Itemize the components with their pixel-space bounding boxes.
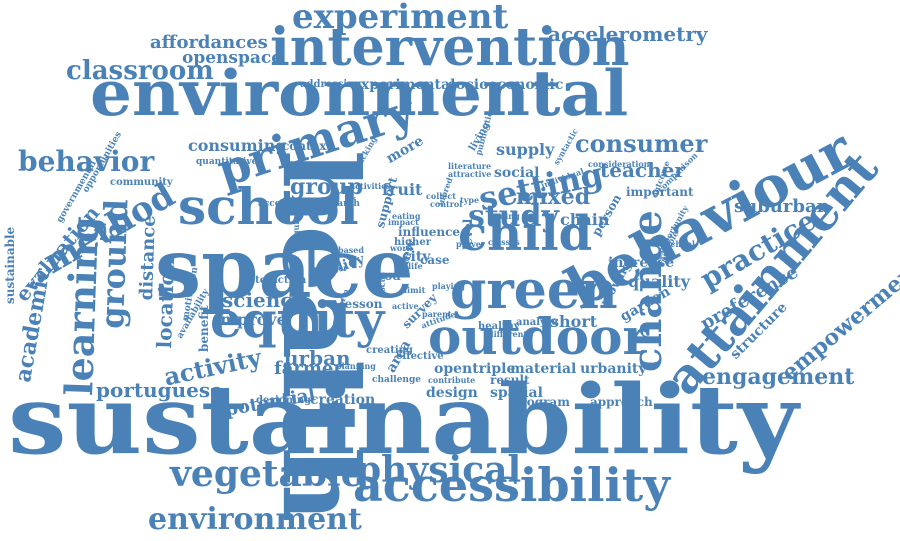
word-consumer: consumer bbox=[575, 129, 708, 158]
word-challenge: challenge bbox=[372, 375, 421, 385]
word-material: material bbox=[510, 361, 577, 377]
word-school: school bbox=[178, 177, 359, 236]
word-mixed: mixed bbox=[516, 184, 591, 210]
word-classes: classes bbox=[488, 237, 520, 247]
word-quantitative: quantitative bbox=[196, 157, 258, 167]
word-case: case bbox=[420, 253, 450, 267]
word-playing: playing bbox=[432, 281, 465, 291]
word-farmer: farmer bbox=[274, 358, 343, 379]
word-work: work bbox=[390, 243, 412, 253]
word-affordances: affordances bbox=[150, 32, 268, 53]
word-consuming: consuming bbox=[188, 136, 287, 155]
word-addressing: addressing bbox=[300, 79, 362, 90]
word-urbanity: urbanity bbox=[580, 361, 647, 377]
word-opentriple: opentriple bbox=[434, 361, 516, 377]
word-study: study bbox=[468, 199, 559, 234]
word-intervention: intervention bbox=[270, 17, 630, 78]
word-environment: environment bbox=[148, 502, 362, 537]
word-active: active bbox=[392, 301, 419, 311]
word-group: group bbox=[290, 174, 364, 200]
word-limit: limit bbox=[404, 285, 426, 295]
word-activities: activities bbox=[350, 181, 391, 191]
word-equity: equity bbox=[210, 290, 385, 349]
word-vegetable: vegetable bbox=[170, 453, 364, 495]
word-accessible: accessible bbox=[258, 199, 310, 209]
word-attractive: attractive bbox=[448, 169, 492, 179]
word-spatial: spatial bbox=[490, 385, 543, 401]
word-social: social bbox=[494, 165, 540, 181]
word-portuguese: portuguese bbox=[96, 378, 223, 402]
word-community: community bbox=[110, 177, 173, 188]
word-collect: collect bbox=[426, 191, 456, 201]
word-fruit: fruit bbox=[382, 180, 423, 199]
word-creating: creating bbox=[366, 345, 413, 356]
word-school2: school bbox=[666, 239, 695, 249]
word-different: different bbox=[488, 329, 528, 339]
word-sustainability: sustainability bbox=[8, 362, 799, 476]
word-engagement: engagement bbox=[702, 364, 855, 390]
word-impact: impact bbox=[388, 217, 419, 227]
word-green: green bbox=[450, 260, 618, 321]
word-control: control bbox=[430, 199, 463, 209]
word-parent: parent bbox=[422, 309, 452, 319]
word-design: design bbox=[426, 385, 478, 401]
word-lesson: lesson bbox=[340, 297, 383, 311]
word-prove: prove bbox=[456, 239, 481, 249]
word-type: type bbox=[460, 195, 480, 205]
word-context: context bbox=[282, 139, 332, 153]
word-influence: influence bbox=[398, 225, 461, 239]
word-higher: higher bbox=[394, 237, 431, 248]
word-science: science bbox=[222, 288, 306, 312]
word-accessibility: accessibility bbox=[353, 458, 670, 512]
word-result: result bbox=[490, 373, 530, 387]
word-experiment: experiment bbox=[292, 0, 509, 37]
word-environmental: environmental bbox=[90, 56, 629, 131]
word-program: program bbox=[512, 395, 570, 409]
word-creation: creation bbox=[310, 392, 376, 408]
word-better: better bbox=[320, 263, 348, 273]
word-accelerometry: accelerometry bbox=[548, 22, 708, 46]
word-teacher: teacher bbox=[600, 158, 685, 182]
word-healthy: healthy bbox=[478, 321, 520, 332]
word-effective: effective bbox=[396, 351, 444, 362]
word-chain: chain bbox=[560, 210, 610, 229]
word-socioeconomic: socioeconomic bbox=[448, 77, 564, 93]
word-designing: designing bbox=[256, 395, 312, 406]
word-interaction: interaction bbox=[244, 275, 307, 286]
word-improve: improve bbox=[214, 310, 287, 329]
word-urban: urban bbox=[284, 346, 351, 370]
word-important: important bbox=[626, 185, 694, 199]
word-planning: planning bbox=[336, 361, 376, 371]
word-suburban: suburban bbox=[734, 196, 830, 217]
word-child: child bbox=[458, 206, 593, 262]
word-classroom: classroom bbox=[66, 56, 214, 86]
word-contribute: contribute bbox=[428, 375, 476, 385]
word-inequity: inequity bbox=[291, 213, 301, 250]
word-behavior: behavior bbox=[18, 145, 155, 178]
word-space: space bbox=[155, 221, 414, 317]
word-literature: literature bbox=[448, 161, 492, 171]
word-supply: supply bbox=[496, 140, 555, 159]
word-finding: finding bbox=[488, 211, 520, 221]
word-physical: physical bbox=[356, 449, 522, 491]
word-focus: focus bbox=[377, 272, 387, 296]
word-experimental: experimental bbox=[352, 77, 456, 93]
word-quality: quality bbox=[628, 272, 691, 291]
word-based: based bbox=[338, 245, 364, 255]
word-location: location bbox=[152, 257, 180, 349]
word-eating: eating bbox=[392, 211, 421, 221]
word-life: life bbox=[408, 261, 423, 271]
word-outdoor: outdoor bbox=[428, 307, 649, 366]
word-analyse: analyse bbox=[516, 317, 558, 328]
word-sustainable: sustainable bbox=[3, 226, 17, 304]
word-openspace: openspace bbox=[182, 48, 283, 68]
word-research: research bbox=[316, 199, 360, 209]
word-consideration: consideration bbox=[588, 159, 650, 169]
word-city: city bbox=[402, 249, 431, 265]
word-short: short bbox=[550, 312, 598, 331]
word-good: good bbox=[368, 269, 401, 283]
word-approach: approach bbox=[590, 395, 653, 409]
word-increase: increase bbox=[608, 255, 675, 271]
